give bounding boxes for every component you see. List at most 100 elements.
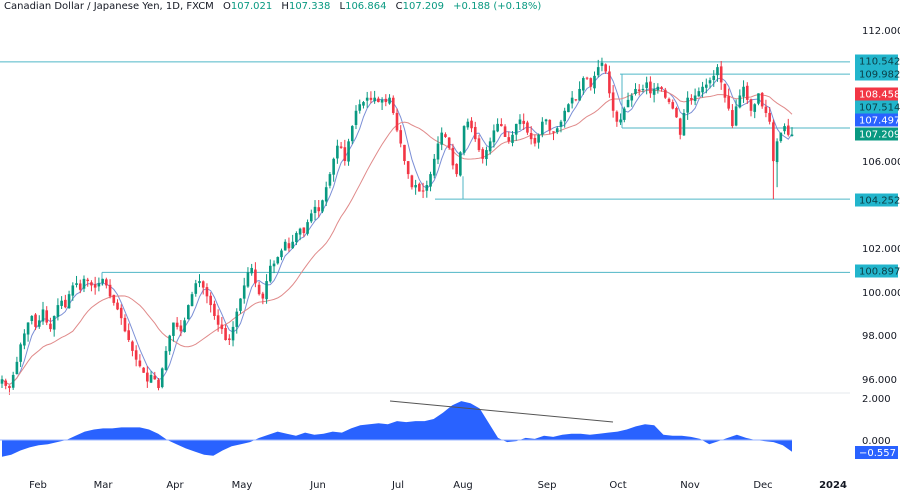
candle [332, 158, 335, 175]
svg-text:104.252: 104.252 [859, 196, 900, 207]
candle [49, 323, 52, 330]
price-tag-level [855, 193, 898, 207]
candle [585, 77, 589, 79]
candle [582, 78, 585, 91]
candle [257, 284, 261, 295]
candle [574, 99, 578, 101]
price-tick: 106.000 [862, 157, 900, 168]
candle [246, 272, 250, 287]
candle [283, 241, 287, 251]
ma-slow-line [1, 89, 793, 385]
candle [783, 126, 786, 132]
candle [291, 241, 294, 249]
candle [656, 86, 660, 91]
candle [600, 62, 604, 66]
candle [555, 128, 559, 133]
candle [619, 119, 622, 123]
candle [82, 278, 86, 289]
candle [559, 121, 563, 127]
candle [272, 263, 276, 267]
oscillator-axis[interactable]: 2.000 0.000−0.557 [855, 394, 898, 459]
divergence-line[interactable] [389, 400, 614, 423]
candle [175, 322, 179, 327]
candle [623, 108, 626, 120]
candle [671, 102, 675, 109]
candle [760, 92, 764, 107]
candle [552, 131, 555, 133]
candle [157, 379, 160, 389]
time-label: Jun [309, 480, 326, 491]
time-axis[interactable]: Feb Mar Apr May Jun Jul Aug Sep Oct Nov Dec 2024 [29, 480, 847, 491]
price-tag-level [855, 54, 898, 68]
candle [52, 315, 56, 330]
candle [421, 190, 425, 192]
candle [608, 71, 611, 94]
candle [287, 243, 291, 249]
candle [56, 305, 60, 317]
candle [30, 315, 34, 322]
candle [71, 285, 75, 296]
candle [541, 121, 544, 135]
candle [615, 111, 619, 122]
candle [507, 137, 511, 142]
candle [380, 99, 384, 103]
candle [224, 328, 227, 341]
candle [451, 147, 455, 166]
candle [142, 367, 145, 373]
chart-header: Canadian Dollar / Japanese Yen, 1D, FXCM… [4, 1, 541, 12]
candle [544, 119, 548, 122]
candle [466, 121, 470, 128]
candle [268, 265, 272, 282]
price-tag-ma_fast [855, 113, 898, 127]
price-tag-level [855, 264, 898, 278]
candle [64, 299, 67, 308]
candle [324, 187, 328, 202]
candle [235, 311, 239, 327]
candle [317, 207, 321, 212]
candle [485, 150, 488, 160]
candle [399, 130, 403, 144]
candle [362, 102, 365, 106]
candle [682, 112, 686, 136]
candle [634, 88, 637, 94]
svg-text:100.897: 100.897 [859, 267, 900, 278]
candle [645, 82, 648, 88]
candle [757, 93, 760, 104]
price-axis[interactable]: 112.000 106.000 102.000 100.000 98.000 96.000… [855, 26, 900, 386]
svg-text:−0.557: −0.557 [859, 448, 896, 459]
candle [604, 64, 607, 72]
svg-text:108.458: 108.458 [859, 90, 900, 101]
time-label: Dec [753, 480, 772, 491]
candle [649, 81, 652, 94]
candle [459, 152, 462, 176]
time-label: Oct [609, 480, 626, 491]
candle [153, 375, 157, 380]
candle [231, 326, 235, 341]
candle [660, 87, 663, 89]
candle [675, 107, 678, 118]
candle [641, 88, 645, 91]
candle [75, 283, 78, 285]
osc-value-tag [855, 446, 898, 459]
symbol-title: Canadian Dollar / Japanese Yen, 1D, FXCM [4, 1, 214, 12]
candle [265, 281, 268, 300]
candle [146, 372, 149, 382]
candle [403, 144, 406, 161]
time-label: Apr [166, 480, 184, 491]
high-label: H [281, 1, 289, 12]
osc-tick: 0.000 [862, 436, 891, 447]
candle [503, 126, 507, 137]
candle [731, 110, 734, 127]
candle [160, 368, 164, 388]
candle [533, 137, 537, 144]
candle [537, 134, 540, 143]
candle [250, 267, 253, 274]
candle [719, 66, 723, 83]
candle [418, 183, 421, 192]
time-label: Nov [680, 480, 700, 491]
candle [8, 385, 11, 389]
candle [328, 174, 332, 186]
candle [701, 86, 704, 93]
candle [384, 98, 388, 103]
